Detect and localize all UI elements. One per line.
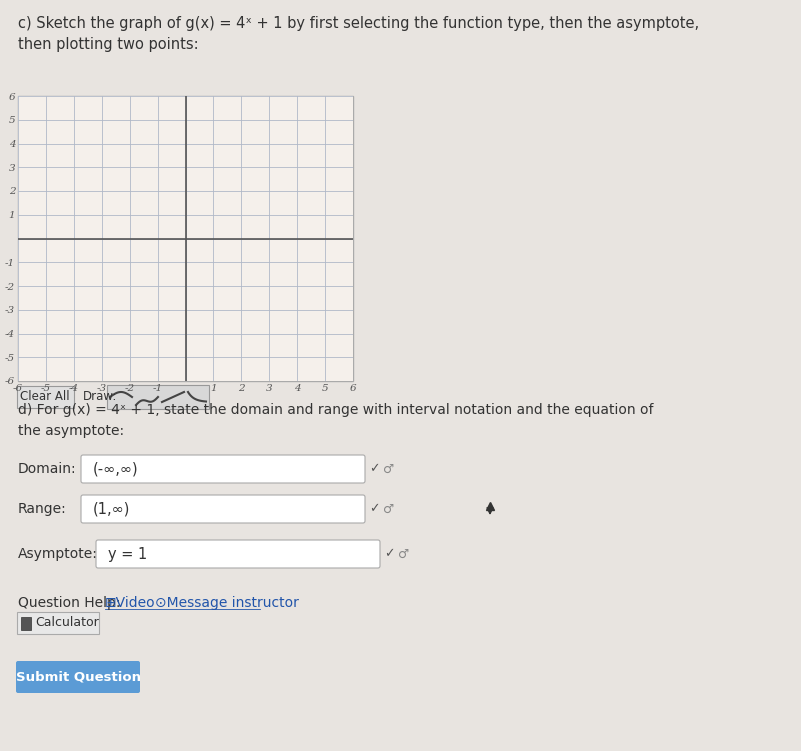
Text: ♂: ♂ — [383, 502, 394, 515]
Text: Domain:: Domain: — [18, 462, 77, 476]
Text: Asymptote:: Asymptote: — [18, 547, 98, 561]
Text: Calculator: Calculator — [35, 617, 99, 629]
Text: c) Sketch the graph of g(x) = 4ˣ + 1 by first selecting the function type, then : c) Sketch the graph of g(x) = 4ˣ + 1 by … — [18, 16, 699, 52]
Text: ⊙Message instructor: ⊙Message instructor — [155, 596, 299, 610]
Text: (-∞,∞): (-∞,∞) — [93, 462, 139, 476]
FancyBboxPatch shape — [81, 495, 365, 523]
Text: y = 1: y = 1 — [108, 547, 147, 562]
Text: ♂: ♂ — [398, 547, 409, 560]
FancyBboxPatch shape — [21, 617, 30, 629]
FancyBboxPatch shape — [107, 385, 209, 409]
Text: ✓: ✓ — [384, 547, 395, 560]
FancyBboxPatch shape — [17, 386, 74, 408]
FancyBboxPatch shape — [16, 661, 140, 693]
FancyBboxPatch shape — [18, 96, 353, 381]
Text: ♂: ♂ — [383, 463, 394, 475]
Text: Range:: Range: — [18, 502, 66, 516]
Text: d) For g(x) = 4ˣ + 1, state the domain and range with interval notation and the : d) For g(x) = 4ˣ + 1, state the domain a… — [18, 403, 654, 438]
Text: ⊞Video: ⊞Video — [105, 596, 155, 610]
FancyBboxPatch shape — [81, 455, 365, 483]
FancyBboxPatch shape — [96, 540, 380, 568]
Text: ✓: ✓ — [369, 502, 380, 515]
Text: ✓: ✓ — [369, 463, 380, 475]
Text: (1,∞): (1,∞) — [93, 502, 131, 517]
Text: Draw:: Draw: — [83, 391, 118, 403]
Text: Question Help:: Question Help: — [18, 596, 129, 610]
Text: Clear All: Clear All — [20, 391, 70, 403]
Text: Submit Question: Submit Question — [15, 671, 140, 683]
FancyBboxPatch shape — [17, 612, 99, 634]
